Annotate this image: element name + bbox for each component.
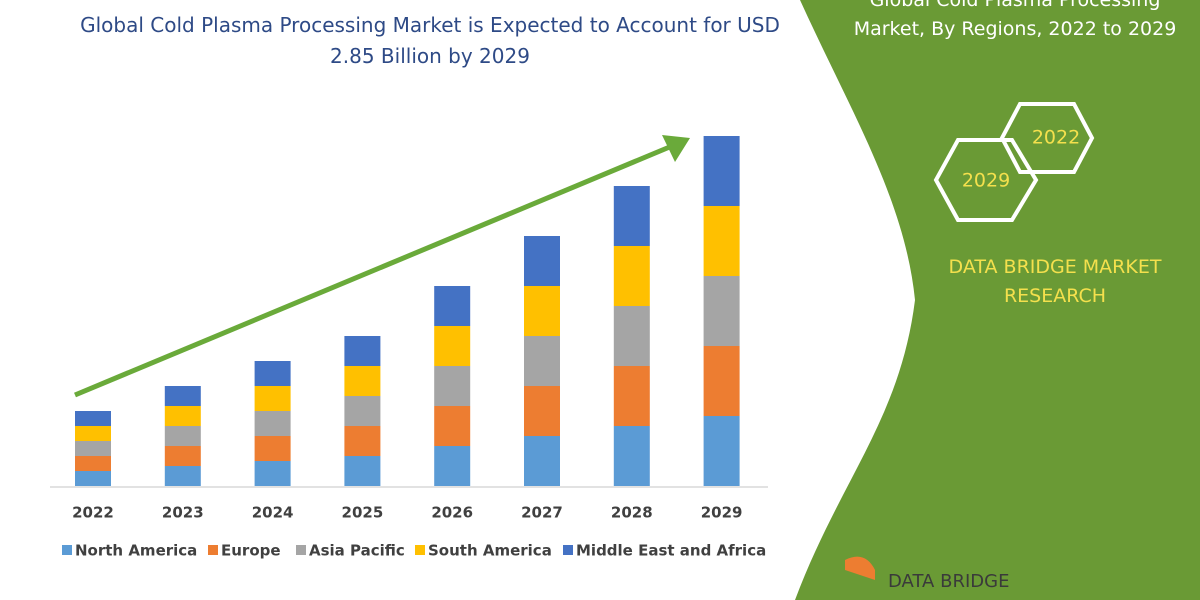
logo-text: DATA BRIDGE — [888, 571, 1009, 592]
x-tick-label: 2029 — [701, 504, 743, 522]
bar-segment — [164, 426, 201, 446]
bar-segment — [524, 286, 560, 336]
logo-mark — [845, 556, 875, 580]
bar-segment — [164, 446, 201, 466]
x-tick-label: 2028 — [611, 504, 653, 522]
bar-segment — [254, 386, 291, 411]
panel-title: Global Cold Plasma Processing Market, By… — [853, 0, 1177, 40]
bar-segment — [75, 456, 111, 471]
bar-segment — [703, 346, 740, 416]
bar-segment — [524, 236, 560, 286]
bar-segment — [434, 406, 471, 446]
bar-segment — [75, 441, 111, 456]
legend-swatch — [62, 545, 72, 555]
bar-segment — [254, 411, 291, 436]
chart-title: Global Cold Plasma Processing Market is … — [80, 13, 780, 68]
bar-segment — [703, 136, 740, 206]
legend-swatch — [296, 545, 306, 555]
bar-segment — [703, 276, 740, 346]
legend-label: South America — [428, 542, 552, 560]
bar-segment — [434, 446, 471, 486]
brand: DATA BRIDGE MARKET RESEARCH — [948, 256, 1162, 307]
side-panel — [795, 0, 1200, 600]
bar-segment — [254, 361, 291, 386]
bar-segment — [524, 336, 560, 386]
x-tick-label: 2026 — [431, 504, 473, 522]
bar-segment — [613, 246, 650, 306]
bar-segment — [344, 456, 381, 486]
x-tick-label: 2025 — [342, 504, 384, 522]
bar-segment — [434, 326, 471, 366]
legend-label: Asia Pacific — [309, 542, 405, 560]
bar-segment — [164, 406, 201, 426]
bar-segment — [524, 436, 560, 486]
bar-segment — [434, 366, 471, 406]
bar-segment — [703, 206, 740, 276]
bar-segment — [344, 366, 381, 396]
bar-segment — [344, 426, 381, 456]
trend-arrow — [74, 143, 673, 398]
bar-segment — [613, 186, 650, 246]
bar-segment — [613, 426, 650, 486]
arrow-head — [662, 135, 690, 162]
x-tick-label: 2023 — [162, 504, 204, 522]
bar-segment — [344, 336, 381, 366]
bar-segment — [254, 436, 291, 461]
plot: 2022 2023 2024 2025 2026 2027 2028 2029 North Am… — [62, 136, 766, 560]
bar-segment — [75, 411, 111, 426]
bar-segment — [75, 471, 111, 486]
bar-segment — [344, 396, 381, 426]
bar-segment — [434, 286, 471, 326]
legend-swatch — [563, 545, 573, 555]
bar-segment — [164, 466, 201, 486]
legend-label: Middle East and Africa — [576, 542, 766, 560]
badge: 2029 — [962, 170, 1010, 192]
bar-segment — [524, 386, 560, 436]
legend-swatch — [208, 545, 218, 555]
x-tick-label: 2024 — [252, 504, 294, 522]
x-tick-label: 2022 — [72, 504, 114, 522]
bar-segment — [164, 386, 201, 406]
legend-label: North America — [75, 542, 197, 560]
legend-label: Europe — [221, 542, 281, 560]
hexagon — [933, 138, 1039, 222]
bar-segment — [75, 426, 111, 441]
legend-swatch — [415, 545, 425, 555]
bar-segment — [613, 306, 650, 366]
bar-segment — [613, 366, 650, 426]
x-tick-label: 2027 — [521, 504, 563, 522]
badge: 2022 — [1032, 127, 1080, 149]
bar-segment — [703, 416, 740, 486]
bar-segment — [254, 461, 291, 486]
